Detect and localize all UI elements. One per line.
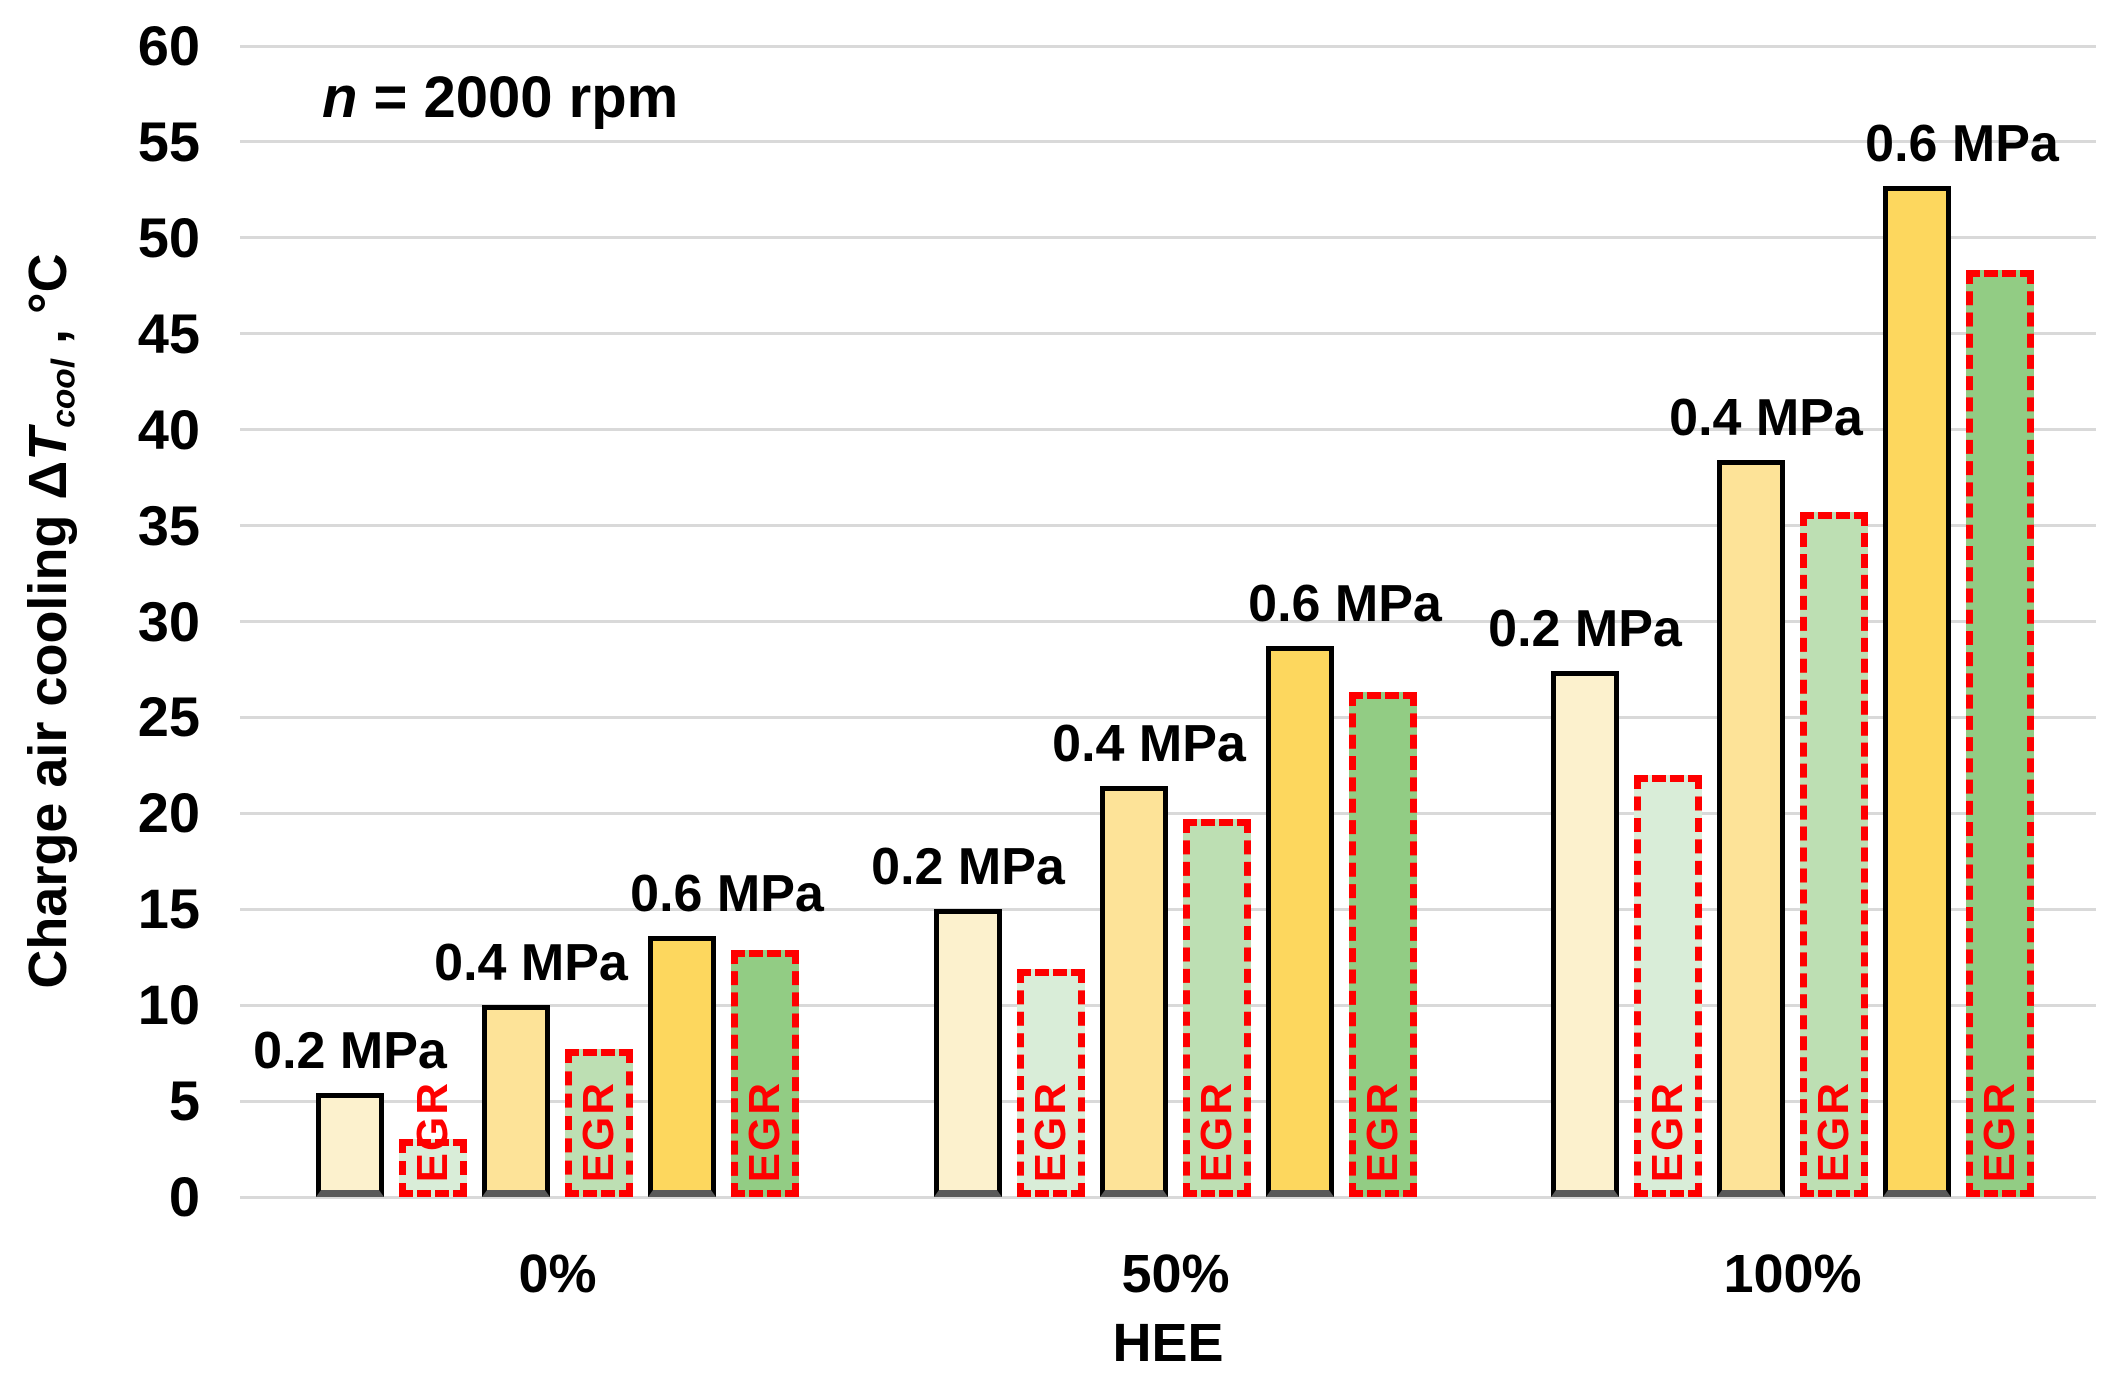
- egr-bar: EGR: [1349, 692, 1417, 1197]
- pressure-label: 0.6 MPa: [630, 865, 824, 924]
- egr-bar-label: EGR: [1643, 1080, 1692, 1182]
- gridline: [240, 1195, 2096, 1199]
- egr-bar-label: EGR: [740, 1080, 789, 1182]
- y-tick-label: 40: [137, 397, 200, 461]
- y-tick-label: 5: [168, 1069, 200, 1133]
- annotation-rest: = 2000 rpm: [357, 65, 679, 130]
- egr-bar-label: EGR: [1975, 1080, 2024, 1182]
- y-tick-label: 20: [137, 781, 200, 845]
- y-tick-label: 25: [137, 685, 200, 749]
- x-category-label: 0%: [518, 1244, 597, 1304]
- x-category-label: 100%: [1723, 1244, 1862, 1304]
- gridline: [240, 236, 2096, 240]
- gridline: [240, 44, 2096, 48]
- gridline: [240, 907, 2096, 911]
- gridline: [240, 1099, 2096, 1103]
- gridline: [240, 524, 2096, 528]
- gridline: [240, 715, 2096, 719]
- pressure-label: 0.6 MPa: [1865, 115, 2059, 174]
- y-tick-label: 10: [137, 973, 200, 1037]
- egr-bar: EGR: [1017, 969, 1085, 1197]
- annotation-n-symbol: n: [322, 65, 358, 130]
- pressure-bar: [482, 1005, 550, 1197]
- pressure-bar: [1883, 186, 1951, 1197]
- engine-speed-annotation: n = 2000 rpm: [322, 64, 678, 131]
- y-tick-label: 35: [137, 493, 200, 557]
- gridline: [240, 1003, 2096, 1007]
- y-tick-label: 15: [137, 877, 200, 941]
- egr-bar-label: EGR: [1809, 1080, 1858, 1182]
- pressure-bar: [1717, 460, 1785, 1197]
- y-tick-label: 0: [168, 1165, 200, 1228]
- pressure-label: 0.2 MPa: [871, 838, 1065, 897]
- gridline: [240, 811, 2096, 815]
- egr-bar-label: EGR: [574, 1080, 623, 1182]
- pressure-bar: [648, 936, 716, 1197]
- egr-bar-label: EGR: [408, 1080, 457, 1182]
- x-category-label: 50%: [1121, 1244, 1230, 1304]
- egr-bar: EGR: [1966, 270, 2034, 1197]
- pressure-label: 0.2 MPa: [253, 1022, 447, 1081]
- egr-bar: EGR: [1634, 775, 1702, 1197]
- gridline: [240, 140, 2096, 144]
- egr-bar: EGR: [1800, 512, 1868, 1197]
- pressure-label: 0.6 MPa: [1248, 575, 1442, 634]
- egr-bar-label: EGR: [1358, 1080, 1407, 1182]
- x-axis-title: HEE: [1112, 1313, 1224, 1373]
- y-tick-label: 60: [137, 14, 200, 77]
- pressure-label: 0.4 MPa: [1052, 715, 1246, 774]
- pressure-bar: [1100, 786, 1168, 1197]
- pressure-label: 0.4 MPa: [434, 934, 628, 993]
- y-tick-label: 55: [137, 109, 200, 173]
- pressure-bar: [316, 1093, 384, 1197]
- plot-area: 0.2 MPa EGR 0.4 MPa EGR 0.6 MPa EGR 0.2 MPa EGR…: [240, 44, 2096, 1199]
- pressure-bar: [1551, 671, 1619, 1197]
- gridline: [240, 332, 2096, 336]
- pressure-label: 0.2 MPa: [1488, 600, 1682, 659]
- y-tick-label: 50: [137, 205, 200, 269]
- gridline: [240, 620, 2096, 623]
- egr-bar: EGR: [399, 1081, 467, 1197]
- pressure-bar: [1266, 646, 1334, 1197]
- y-tick-label: 45: [137, 301, 200, 365]
- egr-bar: EGR: [565, 1049, 633, 1197]
- egr-bar: EGR: [731, 950, 799, 1197]
- egr-bar-label: EGR: [1026, 1080, 1075, 1182]
- egr-bar-label: EGR: [1192, 1080, 1241, 1182]
- egr-bar: EGR: [1183, 819, 1251, 1197]
- y-tick-label: 30: [137, 589, 200, 653]
- pressure-label: 0.4 MPa: [1669, 389, 1863, 448]
- gridline: [240, 428, 2096, 432]
- pressure-bar: [934, 909, 1002, 1197]
